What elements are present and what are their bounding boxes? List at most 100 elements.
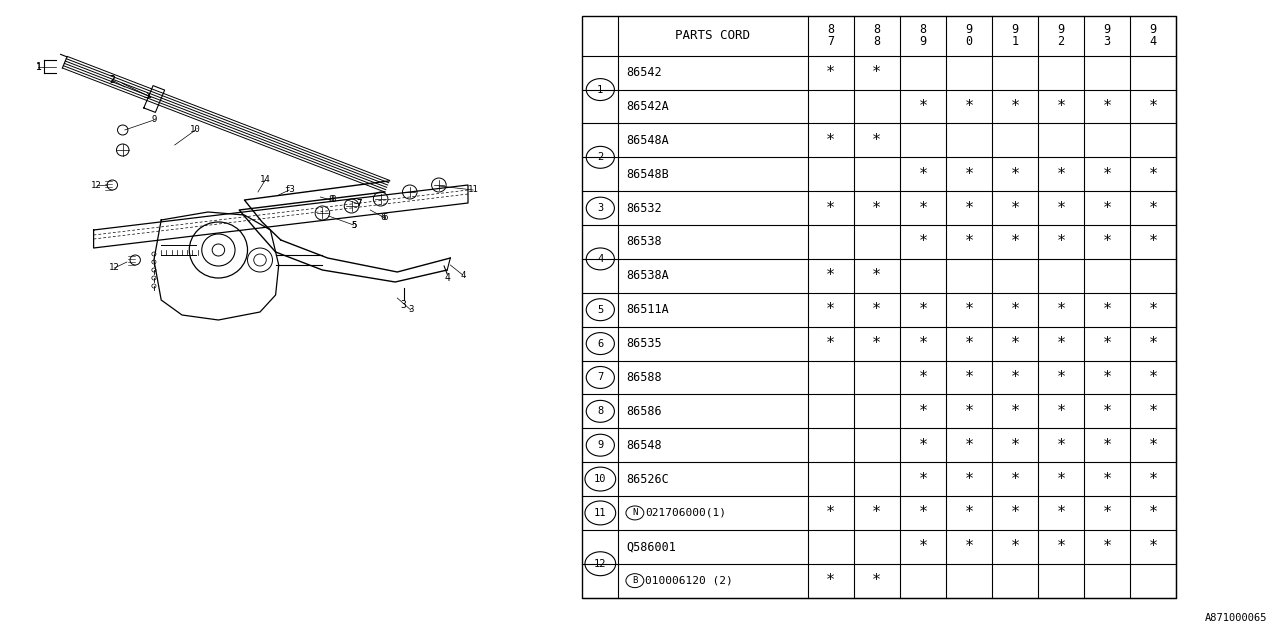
Text: Q586001: Q586001: [626, 540, 676, 554]
Text: 86538A: 86538A: [626, 269, 668, 282]
Text: *: *: [1102, 200, 1112, 216]
Text: *: *: [872, 336, 882, 351]
Text: 0: 0: [965, 35, 973, 48]
Text: *: *: [1102, 302, 1112, 317]
Text: *: *: [964, 370, 974, 385]
Text: 8: 8: [598, 406, 603, 417]
Text: *: *: [1102, 336, 1112, 351]
Text: *: *: [872, 200, 882, 216]
Text: 2: 2: [598, 152, 603, 163]
Text: *: *: [1056, 438, 1066, 452]
Text: *: *: [964, 234, 974, 250]
Text: 86526C: 86526C: [626, 472, 668, 486]
Text: *: *: [1010, 404, 1020, 419]
Text: 1: 1: [598, 84, 603, 95]
Text: *: *: [1010, 99, 1020, 114]
Text: 5: 5: [351, 221, 356, 230]
Text: *: *: [1102, 234, 1112, 250]
Text: 2: 2: [110, 76, 115, 84]
Text: *: *: [1102, 167, 1112, 182]
Text: *: *: [1056, 370, 1066, 385]
Text: 9: 9: [151, 115, 156, 125]
Text: *: *: [1056, 167, 1066, 182]
Text: 86548: 86548: [626, 438, 662, 452]
Text: *: *: [964, 302, 974, 317]
Text: 1: 1: [36, 63, 41, 72]
Text: 7: 7: [356, 200, 361, 209]
Text: *: *: [918, 438, 928, 452]
Text: 3: 3: [408, 305, 413, 314]
Text: *: *: [918, 200, 928, 216]
Text: *: *: [1010, 472, 1020, 486]
Text: *: *: [1148, 540, 1158, 554]
Text: *: *: [1148, 234, 1158, 250]
Text: 86542: 86542: [626, 66, 662, 79]
Text: *: *: [826, 302, 836, 317]
Text: *: *: [964, 472, 974, 486]
Text: 9: 9: [1057, 23, 1065, 36]
Text: 9: 9: [1149, 23, 1157, 36]
Text: *: *: [1102, 370, 1112, 385]
Text: *: *: [918, 370, 928, 385]
Text: *: *: [872, 573, 882, 588]
Text: *: *: [826, 200, 836, 216]
Text: *: *: [872, 133, 882, 148]
Text: 4: 4: [1149, 35, 1157, 48]
Text: *: *: [872, 65, 882, 80]
Text: 6: 6: [598, 339, 603, 349]
Text: PARTS CORD: PARTS CORD: [676, 29, 750, 42]
Text: *: *: [1056, 99, 1066, 114]
Text: 8: 8: [330, 195, 335, 204]
Text: 4: 4: [598, 254, 603, 264]
Text: *: *: [826, 336, 836, 351]
Text: *: *: [964, 438, 974, 452]
Text: *: *: [1010, 234, 1020, 250]
Text: 5: 5: [351, 221, 356, 230]
Text: 86538: 86538: [626, 236, 662, 248]
Text: *: *: [1148, 506, 1158, 520]
Text: 9: 9: [598, 440, 603, 450]
Text: A871000065: A871000065: [1204, 614, 1267, 623]
Text: 9: 9: [965, 23, 973, 36]
Text: *: *: [1102, 540, 1112, 554]
Text: *: *: [918, 506, 928, 520]
Text: 3: 3: [598, 203, 603, 213]
Text: 7: 7: [598, 372, 603, 383]
Text: *: *: [826, 268, 836, 284]
Text: 1: 1: [36, 62, 41, 72]
Text: *: *: [826, 506, 836, 520]
Text: 8: 8: [873, 23, 881, 36]
Text: *: *: [964, 167, 974, 182]
Text: *: *: [1148, 404, 1158, 419]
Text: 021706000(1): 021706000(1): [645, 508, 726, 518]
Text: *: *: [1102, 506, 1112, 520]
Text: 2: 2: [109, 75, 115, 85]
Text: 4: 4: [444, 273, 451, 283]
Text: 6: 6: [380, 212, 385, 221]
Text: *: *: [1148, 302, 1158, 317]
Text: *: *: [872, 268, 882, 284]
Text: 2: 2: [1057, 35, 1065, 48]
Text: *: *: [918, 472, 928, 486]
Text: *: *: [918, 234, 928, 250]
Text: *: *: [1148, 438, 1158, 452]
Text: *: *: [872, 506, 882, 520]
Text: *: *: [1056, 234, 1066, 250]
Text: *: *: [1148, 370, 1158, 385]
Text: 86511A: 86511A: [626, 303, 668, 316]
Text: *: *: [1102, 438, 1112, 452]
Text: f3: f3: [284, 186, 294, 195]
Text: *: *: [1010, 200, 1020, 216]
Text: 5: 5: [598, 305, 603, 315]
Text: 4: 4: [460, 271, 466, 280]
Text: B: B: [632, 576, 637, 585]
Text: *: *: [872, 302, 882, 317]
Text: 86542A: 86542A: [626, 100, 668, 113]
Text: *: *: [1148, 200, 1158, 216]
Text: 11: 11: [467, 186, 479, 195]
Text: 12: 12: [594, 559, 607, 569]
Text: 9: 9: [919, 35, 927, 48]
Text: 86586: 86586: [626, 405, 662, 418]
Text: *: *: [964, 99, 974, 114]
Text: *: *: [1148, 167, 1158, 182]
